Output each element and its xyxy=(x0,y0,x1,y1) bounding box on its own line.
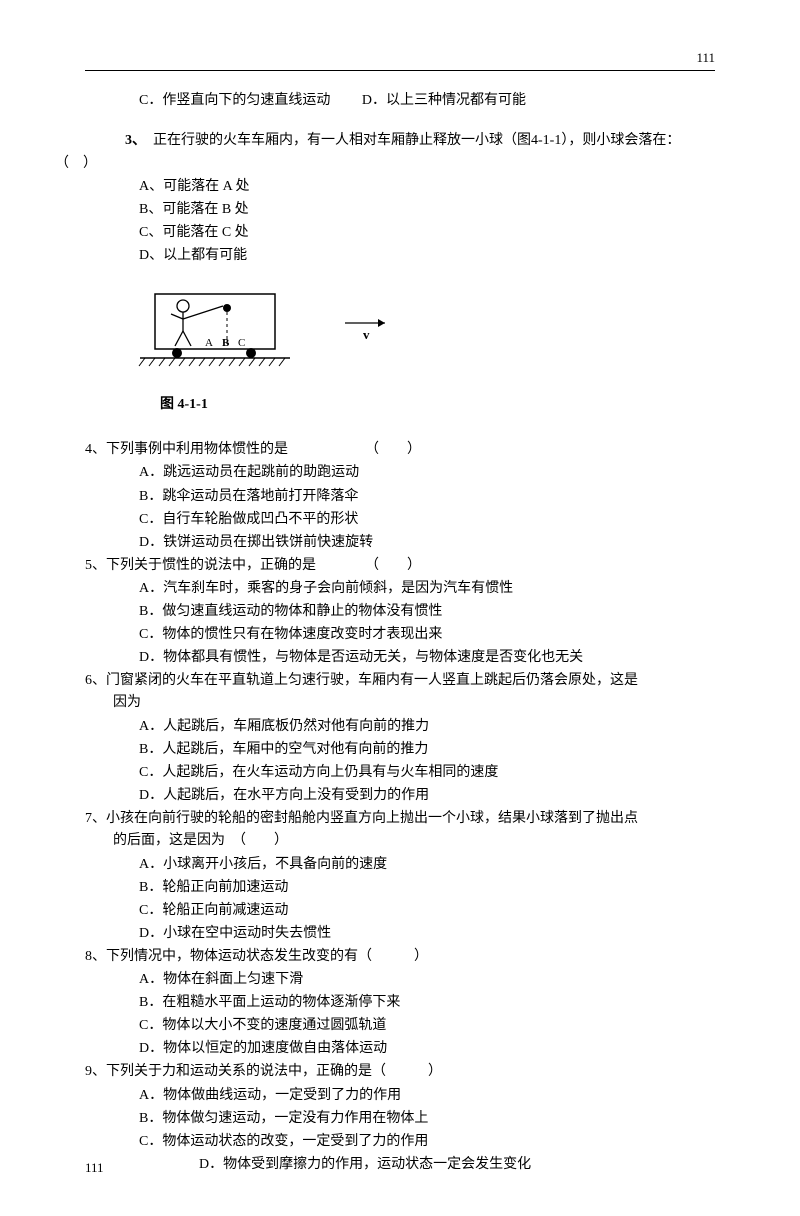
q4-option-a: A．跳远运动员在起跳前的助跑运动 xyxy=(139,461,715,484)
q6-option-d: D．人起跳后，在水平方向上没有受到力的作用 xyxy=(139,784,715,807)
question-6: 6、门窗紧闭的火车在平直轨道上匀速行驶，车厢内有一人竖直上跳起后仍落会原处，这是… xyxy=(85,669,715,807)
page-number-top: 111 xyxy=(696,50,715,66)
q8-options: A．物体在斜面上匀速下滑 B．在粗糙水平面上运动的物体逐渐停下来 C．物体以大小… xyxy=(139,968,715,1060)
q3-number: 3、 xyxy=(125,133,139,148)
q9-options: A．物体做曲线运动，一定受到了力的作用 B．物体做匀速运动，一定没有力作用在物体… xyxy=(139,1084,715,1176)
option-c: C．作竖直向下的匀速直线运动 xyxy=(139,93,330,108)
label-a: A xyxy=(205,337,213,349)
q8-option-c: C．物体以大小不变的速度通过圆弧轨道 xyxy=(139,1014,715,1037)
q5-stem: 5、下列关于惯性的说法中，正确的是 （ ） xyxy=(85,554,715,577)
option-d: D．以上三种情况都有可能 xyxy=(362,93,526,108)
q5-options: A．汽车刹车时，乘客的身子会向前倾斜，是因为汽车有惯性 B．做匀速直线运动的物体… xyxy=(139,577,715,669)
q9-option-b: B．物体做匀速运动，一定没有力作用在物体上 xyxy=(139,1107,715,1130)
question-3: 3、 正在行驶的火车车厢内，有一人相对车厢静止释放一小球（图4-1-1），则小球… xyxy=(85,130,715,267)
q7-stem-line1: 7、小孩在向前行驶的轮船的密封船舱内竖直方向上抛出一个小球，结果小球落到了抛出点 xyxy=(85,807,715,830)
question-7: 7、小孩在向前行驶的轮船的密封船舱内竖直方向上抛出一个小球，结果小球落到了抛出点… xyxy=(85,807,715,945)
question-9: 9、下列关于力和运动关系的说法中，正确的是（ ） A．物体做曲线运动，一定受到了… xyxy=(85,1060,715,1175)
q7-option-d: D．小球在空中运动时失去惯性 xyxy=(139,922,715,945)
document-content: C．作竖直向下的匀速直线运动 D．以上三种情况都有可能 3、 正在行驶的火车车厢… xyxy=(85,90,715,1176)
label-c: C xyxy=(238,337,245,349)
q4-stem: 4、下列事例中利用物体惯性的是 （ ） xyxy=(85,438,715,461)
label-b: B xyxy=(222,337,230,349)
q6-option-c: C．人起跳后，在火车运动方向上仍具有与火车相同的速度 xyxy=(139,761,715,784)
q7-option-c: C．轮船正向前减速运动 xyxy=(139,899,715,922)
q6-stem-line1: 6、门窗紧闭的火车在平直轨道上匀速行驶，车厢内有一人竖直上跳起后仍落会原处，这是 xyxy=(85,669,715,692)
q4-options: A．跳远运动员在起跳前的助跑运动 B．跳伞运动员在落地前打开降落伞 C．自行车轮… xyxy=(139,461,715,553)
page-number-bottom: 111 xyxy=(85,1160,104,1176)
q3-option-c: C、可能落在 C 处 xyxy=(139,221,715,244)
q7-stem-line2: 的后面，这是因为 （ ） xyxy=(113,830,715,852)
q4-option-b: B．跳伞运动员在落地前打开降落伞 xyxy=(139,485,715,508)
q8-option-b: B．在粗糙水平面上运动的物体逐渐停下来 xyxy=(139,991,715,1014)
q9-option-c: C．物体运动状态的改变，一定受到了力的作用 xyxy=(139,1130,715,1153)
figure-caption: 图 4-1-1 xyxy=(160,394,715,416)
q9-stem: 9、下列关于力和运动关系的说法中，正确的是（ ） xyxy=(85,1060,715,1083)
q7-option-b: B．轮船正向前加速运动 xyxy=(139,876,715,899)
q8-option-a: A．物体在斜面上匀速下滑 xyxy=(139,968,715,991)
q7-options: A．小球离开小孩后，不具备向前的速度 B．轮船正向前加速运动 C．轮船正向前减速… xyxy=(139,853,715,945)
q8-option-d: D．物体以恒定的加速度做自由落体运动 xyxy=(139,1037,715,1060)
q6-stem-line2: 因为 xyxy=(113,692,715,714)
q3-option-a: A、可能落在 A 处 xyxy=(139,175,715,198)
header-rule xyxy=(85,70,715,71)
q5-option-b: B．做匀速直线运动的物体和静止的物体没有惯性 xyxy=(139,600,715,623)
q9-option-d: D．物体受到摩擦力的作用，运动状态一定会发生变化 xyxy=(199,1153,715,1176)
v-label: v xyxy=(363,327,370,342)
figure-4-1-1: A B C v xyxy=(135,286,715,384)
train-diagram-svg: A B C v xyxy=(135,286,415,376)
question-5: 5、下列关于惯性的说法中，正确的是 （ ） A．汽车刹车时，乘客的身子会向前倾斜… xyxy=(85,554,715,669)
q9-option-a: A．物体做曲线运动，一定受到了力的作用 xyxy=(139,1084,715,1107)
options-cd-line: C．作竖直向下的匀速直线运动 D．以上三种情况都有可能 xyxy=(139,90,715,112)
q3-stem-text: 正在行驶的火车车厢内，有一人相对车厢静止释放一小球（图4-1-1），则小球会落在… xyxy=(153,133,680,148)
question-8: 8、下列情况中，物体运动状态发生改变的有（ ） A．物体在斜面上匀速下滑 B．在… xyxy=(85,945,715,1060)
q3-option-b: B、可能落在 B 处 xyxy=(139,198,715,221)
q6-option-a: A．人起跳后，车厢底板仍然对他有向前的推力 xyxy=(139,715,715,738)
q6-option-b: B．人起跳后，车厢中的空气对他有向前的推力 xyxy=(139,738,715,761)
q6-options: A．人起跳后，车厢底板仍然对他有向前的推力 B．人起跳后，车厢中的空气对他有向前… xyxy=(139,715,715,807)
q3-option-d: D、以上都有可能 xyxy=(139,244,715,267)
q4-option-d: D．铁饼运动员在掷出铁饼前快速旋转 xyxy=(139,531,715,554)
q3-paren: （ ） xyxy=(55,153,715,175)
q5-option-c: C．物体的惯性只有在物体速度改变时才表现出来 xyxy=(139,623,715,646)
question-4: 4、下列事例中利用物体惯性的是 （ ） A．跳远运动员在起跳前的助跑运动 B．跳… xyxy=(85,438,715,553)
q5-option-d: D．物体都具有惯性，与物体是否运动无关，与物体速度是否变化也无关 xyxy=(139,646,715,669)
q7-option-a: A．小球离开小孩后，不具备向前的速度 xyxy=(139,853,715,876)
q3-options: A、可能落在 A 处 B、可能落在 B 处 C、可能落在 C 处 D、以上都有可… xyxy=(139,175,715,267)
q5-option-a: A．汽车刹车时，乘客的身子会向前倾斜，是因为汽车有惯性 xyxy=(139,577,715,600)
q8-stem: 8、下列情况中，物体运动状态发生改变的有（ ） xyxy=(85,945,715,968)
q4-option-c: C．自行车轮胎做成凹凸不平的形状 xyxy=(139,508,715,531)
